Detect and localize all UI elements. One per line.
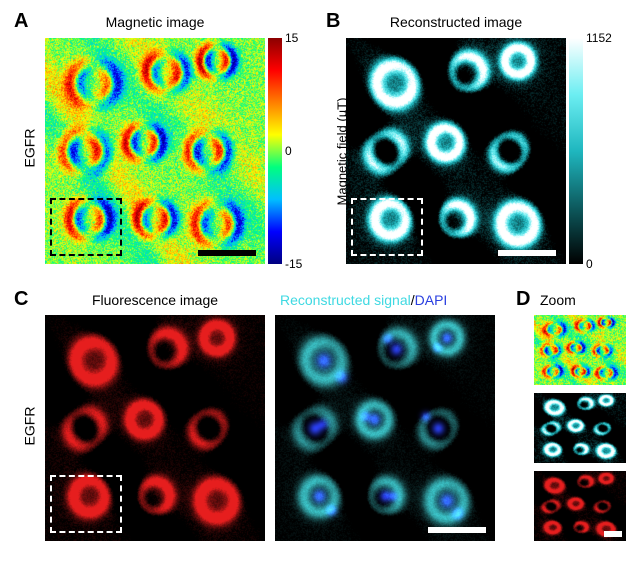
panel-b-roi: [351, 198, 423, 256]
panel-a-roi: [50, 198, 122, 256]
panel-label-a: A: [14, 10, 28, 33]
overlay-title-right: DAPI: [415, 292, 448, 308]
overlay-title-left: Reconstructed signal: [280, 292, 411, 308]
figure-root: A Magnetic image EGFR Magnetic field (µT…: [0, 0, 640, 566]
panel-title-b: Reconstructed image: [376, 14, 536, 30]
panel-label-b: B: [326, 10, 340, 33]
panel-title-d: Zoom: [540, 292, 600, 308]
panel-b-colorbar: [569, 38, 583, 264]
colorbar-tick: 1152: [586, 31, 612, 45]
panel-c-scalebar: [428, 527, 486, 533]
panel-a-side-label: EGFR: [21, 129, 37, 168]
colorbar-tick: 0: [285, 144, 292, 158]
panel-d-image-0: [534, 315, 626, 385]
panel-label-c: C: [14, 288, 28, 311]
panel-d-scalebar: [604, 531, 622, 537]
panel-a-scalebar: [198, 250, 256, 256]
colorbar-tick: -15: [285, 257, 302, 271]
panel-c-roi: [50, 475, 122, 533]
colorbar-tick: 0: [586, 257, 593, 271]
panel-title-c: Fluorescence image: [80, 292, 230, 308]
panel-c-image-right: [275, 315, 495, 541]
colorbar-tick: 15: [285, 31, 298, 45]
panel-title-a: Magnetic image: [80, 14, 230, 30]
panel-a-colorbar: [268, 38, 282, 264]
panel-c-side-label: EGFR: [21, 407, 37, 446]
panel-b-scalebar: [498, 250, 556, 256]
panel-c-overlay-title: Reconstructed signal/DAPI: [280, 292, 447, 308]
panel-label-d: D: [516, 288, 530, 311]
panel-d-image-1: [534, 393, 626, 463]
